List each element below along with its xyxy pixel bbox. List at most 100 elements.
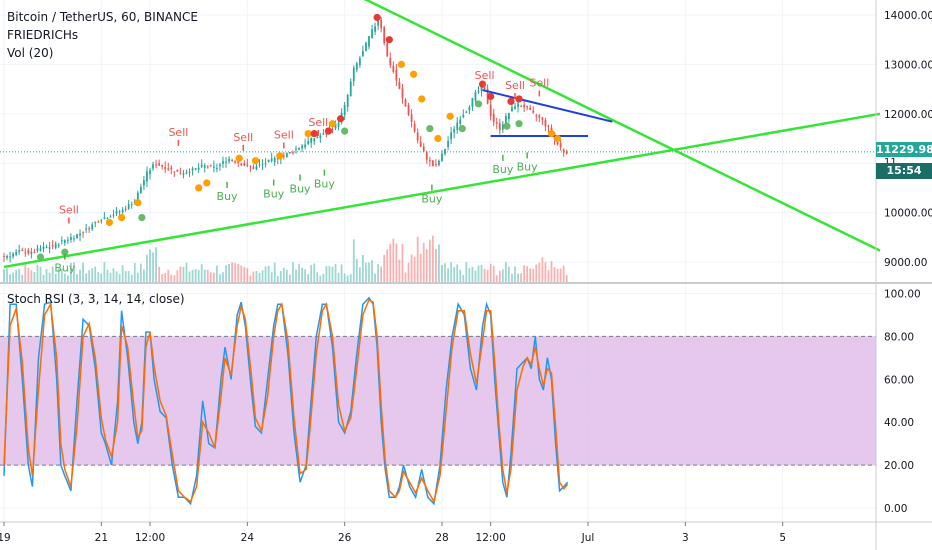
volume-bar	[170, 274, 173, 282]
signal-dot	[487, 92, 495, 101]
volume-bar	[79, 269, 81, 282]
volume-bar	[544, 262, 547, 282]
rsi-tick-label: 100.00	[884, 289, 921, 301]
volume-bars	[3, 235, 568, 282]
volume-bar	[240, 265, 243, 282]
volume-bar	[428, 239, 431, 282]
signal-dot	[134, 199, 142, 207]
signal-dot	[138, 213, 146, 222]
signal-dot	[507, 97, 515, 106]
candle-body	[559, 143, 562, 148]
candle-body	[383, 27, 386, 44]
candle-body	[91, 224, 94, 230]
volume-bar	[176, 270, 179, 282]
candle-body	[115, 211, 118, 214]
stoch-rsi-label[interactable]: Stoch RSI (3, 3, 14, 14, close)	[7, 292, 185, 306]
candle-body	[231, 160, 234, 162]
volume-bar	[167, 269, 170, 282]
candle-body	[358, 58, 361, 66]
candle-body	[222, 161, 224, 164]
candle-body	[304, 144, 307, 148]
volume-bar	[529, 268, 532, 282]
symbol-title[interactable]: Bitcoin / TetherUS, 60, BINANCE	[7, 10, 198, 24]
candle-body	[380, 19, 383, 29]
volume-bar	[130, 274, 133, 282]
volume-bar	[538, 262, 541, 282]
friedrichs-indicator-label[interactable]: FRIEDRICHs	[7, 28, 79, 42]
candle-body	[285, 153, 288, 157]
volume-bar	[70, 262, 72, 282]
candle-body	[3, 256, 5, 258]
candle-body	[511, 107, 513, 112]
price-tick-label: 13000.00	[884, 59, 932, 71]
sell-label: Sell	[529, 77, 549, 90]
volume-bar	[3, 269, 5, 282]
candle-body	[535, 115, 538, 117]
time-tick-label: 24	[241, 532, 255, 544]
signal-dot	[434, 134, 442, 143]
volume-bar	[474, 270, 477, 282]
sell-signal: Sell	[529, 77, 549, 97]
candle-body	[471, 98, 474, 108]
volume-bar	[197, 269, 200, 282]
buy-signal: Buy	[421, 184, 443, 205]
volume-bar	[133, 263, 136, 282]
candle-body	[176, 169, 179, 172]
volume-bar	[73, 262, 75, 282]
volume-bar	[118, 273, 121, 282]
volume-bar	[404, 272, 407, 282]
volume-bar	[383, 254, 386, 282]
bar-countdown-badge: 15:54	[876, 163, 932, 179]
signal-dot	[36, 253, 45, 261]
signal-dot	[503, 122, 511, 130]
sell-signal: Sell	[59, 203, 79, 224]
candle-body	[368, 36, 370, 47]
volume-bar	[115, 271, 118, 282]
volume-bar	[410, 254, 413, 282]
signal-dot	[203, 179, 211, 187]
volume-bar	[416, 236, 419, 282]
candle-body	[146, 171, 148, 182]
candle-body	[79, 233, 81, 236]
candle-body	[18, 250, 21, 253]
candle-body	[517, 103, 519, 107]
volume-bar	[395, 243, 398, 282]
time-tick-label: 12:00	[476, 532, 506, 544]
candle-body	[474, 92, 477, 101]
volume-bar	[565, 275, 568, 282]
volume-bar	[504, 262, 507, 282]
volume-bar	[252, 271, 255, 282]
volume-bar	[139, 263, 142, 282]
volume-bar	[517, 273, 519, 282]
rsi-tick-label: 20.00	[884, 460, 914, 472]
candle-body	[76, 234, 78, 239]
volume-indicator-label[interactable]: Vol (20)	[7, 46, 54, 60]
candle-body	[30, 251, 33, 254]
candle-body	[404, 99, 407, 107]
candle-body	[532, 110, 535, 113]
candle-body	[392, 65, 395, 72]
signal-dot	[553, 134, 562, 143]
candle-body	[346, 95, 349, 107]
volume-bar	[307, 274, 310, 282]
candle-body	[307, 140, 310, 144]
volume-bar	[465, 262, 468, 282]
rsi-tick-label: 0.00	[884, 503, 907, 515]
signal-dot	[515, 120, 523, 128]
candle-body	[82, 231, 84, 233]
buy-label: Buy	[492, 163, 514, 176]
buy-label: Buy	[217, 190, 239, 203]
candle-body	[438, 160, 440, 166]
stoch-d-line	[3, 298, 569, 504]
candle-body	[401, 88, 404, 99]
buy-label: Buy	[263, 188, 285, 201]
volume-bar	[541, 257, 544, 282]
time-tick-label: 3	[682, 532, 689, 544]
candle-body	[185, 172, 188, 174]
volume-bar	[216, 265, 218, 282]
volume-bar	[450, 262, 453, 282]
candle-body	[419, 141, 422, 147]
buy-label: Buy	[314, 178, 336, 191]
candle-body	[143, 180, 145, 186]
